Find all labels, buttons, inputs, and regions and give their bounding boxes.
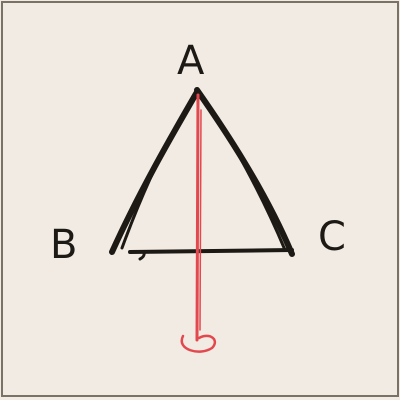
vertex-label-b: B <box>50 222 77 268</box>
triangle <box>109 87 295 261</box>
red-axis-line <box>195 93 200 342</box>
vertex-label-c: C <box>318 214 346 260</box>
side-ab-overstroke <box>120 98 194 250</box>
axis-line <box>180 93 217 353</box>
vertex-label-a: A <box>177 38 205 84</box>
side-bc-overstroke <box>138 250 162 261</box>
axis-curl <box>180 334 217 353</box>
side-ac-overstroke <box>203 98 287 252</box>
red-axis-line-overstroke <box>199 109 202 331</box>
